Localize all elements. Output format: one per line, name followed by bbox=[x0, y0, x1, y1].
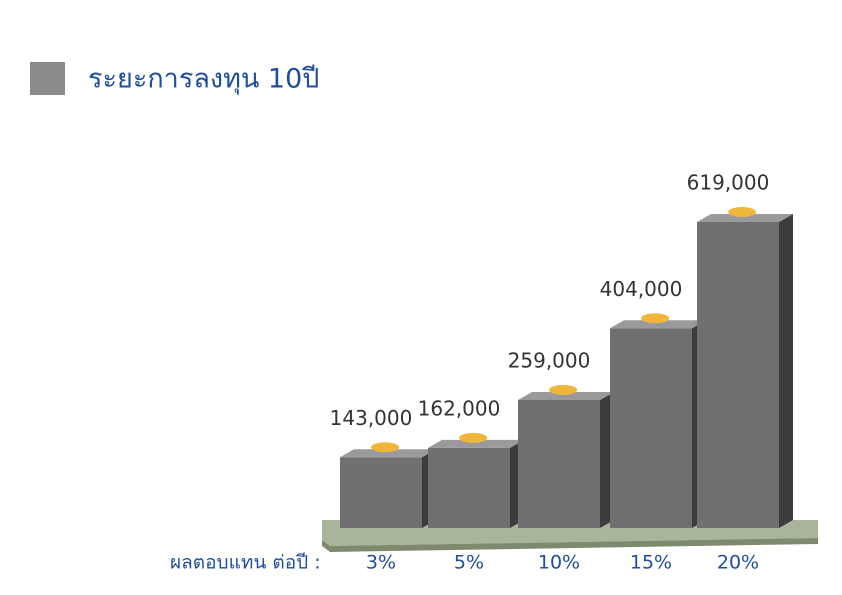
bar bbox=[610, 328, 692, 528]
x-axis-label: ผลตอบแทน ต่อปี : bbox=[170, 552, 321, 574]
coin-decoration bbox=[728, 207, 757, 217]
coin-decoration bbox=[549, 384, 578, 395]
bar-top bbox=[428, 439, 524, 448]
value-label: 259,000 bbox=[508, 348, 591, 372]
bar-side bbox=[779, 214, 793, 528]
bar bbox=[340, 457, 422, 528]
bar-top bbox=[340, 449, 436, 458]
x-tick-label: 20% bbox=[717, 552, 759, 574]
bar-top bbox=[697, 214, 793, 222]
title-marker bbox=[30, 62, 65, 95]
bar bbox=[518, 399, 600, 528]
coin-decoration bbox=[459, 432, 488, 443]
bar bbox=[697, 222, 779, 528]
bar bbox=[428, 447, 510, 528]
base-platform-edge bbox=[322, 538, 818, 552]
value-label: 619,000 bbox=[687, 171, 770, 195]
x-tick-label: 10% bbox=[538, 552, 580, 574]
x-tick-label: 15% bbox=[630, 552, 672, 574]
chart-title: ระยะการลงทุน 10ปี bbox=[88, 64, 319, 96]
coin-decoration bbox=[371, 442, 400, 453]
x-tick-label: 3% bbox=[366, 552, 396, 574]
bar-top bbox=[610, 320, 706, 329]
bar-top bbox=[518, 391, 614, 400]
value-label: 162,000 bbox=[418, 396, 501, 420]
coin-decoration bbox=[641, 313, 670, 324]
value-label: 143,000 bbox=[330, 406, 413, 430]
x-tick-label: 5% bbox=[454, 552, 484, 574]
value-label: 404,000 bbox=[600, 277, 683, 301]
